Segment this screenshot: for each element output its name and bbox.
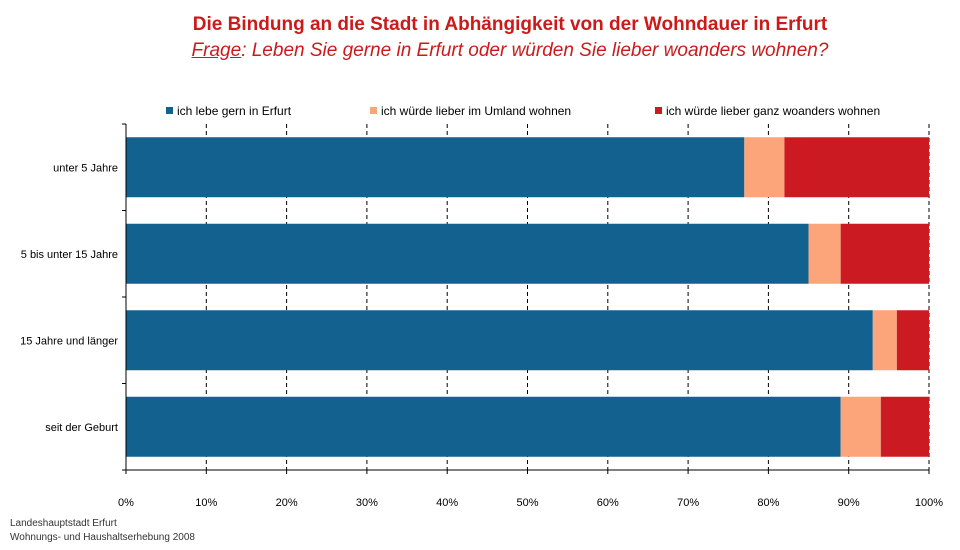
legend-item-gern: ich lebe gern in Erfurt xyxy=(166,104,291,118)
chart-subtitle: Frage: Leben Sie gerne in Erfurt oder wü… xyxy=(0,40,960,62)
subtitle-frage: Frage xyxy=(191,40,242,61)
category-label: 15 Jahre und länger xyxy=(20,335,118,347)
x-tick-label: 30% xyxy=(356,497,378,509)
category-label: unter 5 Jahre xyxy=(53,162,118,174)
bar-segment xyxy=(840,396,881,457)
legend-item-woanders: ich würde lieber ganz woanders wohnen xyxy=(655,104,880,118)
legend-label-woanders: ich würde lieber ganz woanders wohnen xyxy=(666,104,881,118)
legend-swatch-gern xyxy=(166,107,173,114)
bar-segment xyxy=(896,310,929,371)
legend-label-umland: ich würde lieber im Umland wohnen xyxy=(381,104,572,118)
bar-segment xyxy=(784,137,929,198)
subtitle-question: : Leben Sie gerne in Erfurt oder würden … xyxy=(241,40,829,61)
x-tick-label: 70% xyxy=(677,497,699,509)
x-tick-label: 40% xyxy=(436,497,458,509)
bar-segment xyxy=(126,137,745,198)
bar-segment xyxy=(880,396,929,457)
footer-source: Landeshauptstadt Erfurt xyxy=(10,518,117,529)
chart-title: Die Bindung an die Stadt in Abhängigkeit… xyxy=(192,14,828,35)
legend-label-gern: ich lebe gern in Erfurt xyxy=(177,104,292,118)
x-tick-label: 50% xyxy=(516,497,538,509)
x-tick-label: 90% xyxy=(838,497,860,509)
x-tick-label: 10% xyxy=(195,497,217,509)
bar-segment xyxy=(840,223,929,284)
bar-segment xyxy=(126,396,841,457)
bar-segment xyxy=(744,137,785,198)
x-tick-label: 80% xyxy=(757,497,779,509)
legend-item-umland: ich würde lieber im Umland wohnen xyxy=(370,104,571,118)
bar-segment xyxy=(808,223,841,284)
bar-segment xyxy=(126,310,873,371)
x-tick-label: 20% xyxy=(276,497,298,509)
footer-survey: Wohnungs- und Haushaltserhebung 2008 xyxy=(10,532,195,543)
x-tick-label: 60% xyxy=(597,497,619,509)
bar-segment xyxy=(872,310,897,371)
x-tick-label: 100% xyxy=(915,497,943,509)
legend-swatch-woanders xyxy=(655,107,662,114)
category-label: seit der Geburt xyxy=(45,422,118,434)
bar-segment xyxy=(126,223,809,284)
x-tick-label: 0% xyxy=(118,497,134,509)
legend-swatch-umland xyxy=(370,107,377,114)
category-label: 5 bis unter 15 Jahre xyxy=(21,249,118,261)
